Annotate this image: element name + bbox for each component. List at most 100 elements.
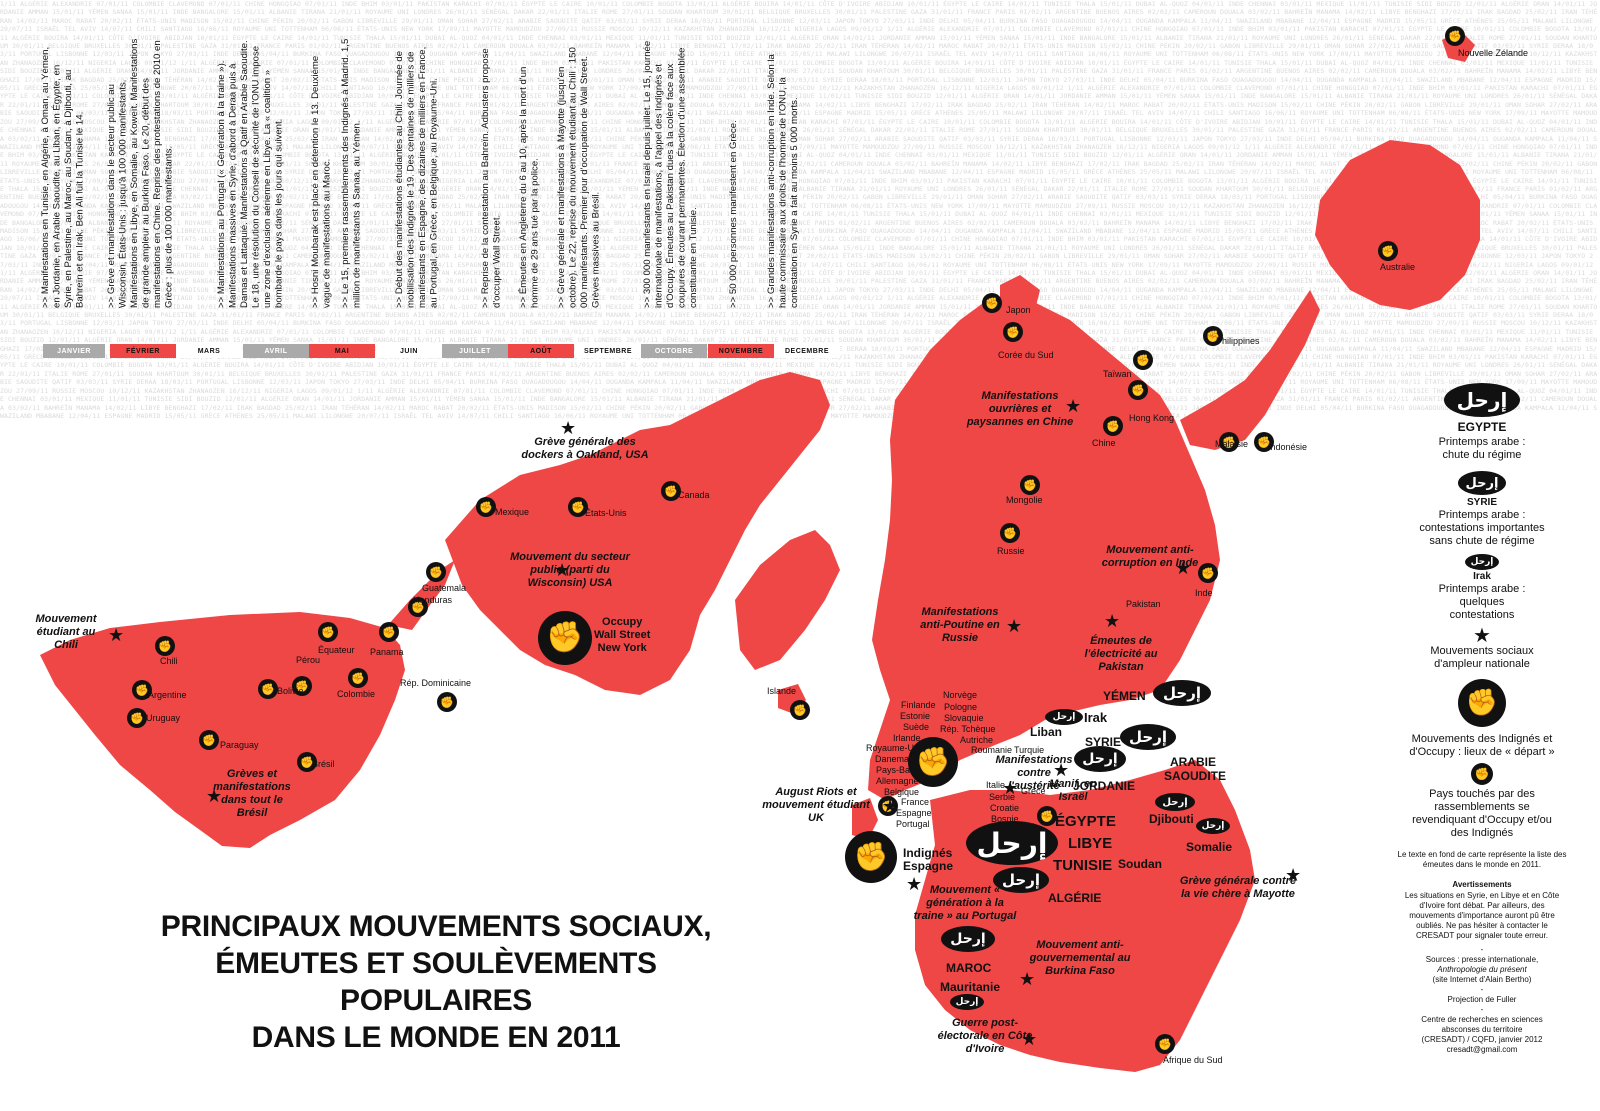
fist-icon: ✊ bbox=[408, 597, 428, 617]
fist-icon: ✊ bbox=[1128, 380, 1148, 400]
country-label: Colombie bbox=[337, 689, 376, 699]
country-big-label: TUNISIE bbox=[1053, 857, 1113, 874]
land-uk bbox=[852, 798, 878, 840]
legend-star-desc: Mouvements sociaux d'ampleur nationale bbox=[1430, 645, 1534, 670]
fist-icon: ✊ bbox=[379, 622, 399, 642]
fist-icon: ✊ bbox=[1037, 806, 1057, 826]
timeline-entry-decembre: >> Grandes manifestations anti-corruptio… bbox=[766, 54, 800, 308]
timeline-entry-aout: >> Émeutes en Angleterre du 6 au 10, apr… bbox=[518, 66, 541, 308]
legend-star-icon: ★ bbox=[1473, 623, 1491, 647]
fist-icon: ✊ bbox=[426, 562, 446, 582]
fist-icon: ✊ bbox=[1000, 523, 1020, 543]
occupy-line-1: Occupy bbox=[602, 616, 643, 628]
country-label: Pérou bbox=[296, 655, 321, 665]
country-big-label: SYRIE bbox=[1085, 735, 1122, 749]
fist-icon: ✊ bbox=[318, 622, 338, 642]
country-label: Bolivie bbox=[277, 686, 304, 696]
movement-label: August Riots et mouvement étudiant UK bbox=[762, 786, 870, 824]
irhal-badge: إرحل bbox=[1120, 724, 1176, 750]
legend-indignes-desc: Mouvements des Indignés et d'Occupy : li… bbox=[1409, 733, 1555, 758]
country-label: Chine bbox=[1092, 438, 1116, 448]
movement-label: Grèves et manifestations dans tout le Br… bbox=[213, 768, 291, 819]
country-label: Royaume-Uni bbox=[866, 743, 922, 753]
country-big-label: Djibouti bbox=[1149, 812, 1194, 826]
country-big-label: Mauritanie bbox=[940, 980, 1001, 994]
country-label: Grèce bbox=[1021, 786, 1046, 796]
country-label: Uruguay bbox=[146, 713, 181, 723]
legend-credit-c: cresadt@gmail.com bbox=[1446, 1045, 1518, 1054]
movement-star-icon: ★ bbox=[1053, 760, 1070, 781]
movement-star-icon: ★ bbox=[1285, 865, 1302, 886]
country-label: Inde bbox=[1195, 588, 1213, 598]
fist-icon: ✊ bbox=[348, 668, 368, 688]
legend: إرحل EGYPTE Printemps arabe : chute du r… bbox=[1394, 383, 1570, 1055]
land-australia bbox=[1315, 140, 1480, 310]
movement-star-icon: ★ bbox=[1065, 396, 1082, 417]
land-north-america bbox=[445, 372, 830, 695]
legend-sources-b: Anthropologie du présent bbox=[1437, 965, 1527, 974]
country-label: Pays-Bas bbox=[876, 765, 915, 775]
legend-projection: Projection de Fuller bbox=[1447, 995, 1517, 1004]
fist-icon: ✊ bbox=[292, 676, 312, 696]
fist-icon: ✊ bbox=[1103, 416, 1123, 436]
map-title: PRINCIPAUX MOUVEMENTS SOCIAUX, ÉMEUTES E… bbox=[116, 908, 756, 1056]
country-label: Guatemala bbox=[422, 583, 467, 593]
legend-note: Le texte en fond de carte représente la … bbox=[1397, 850, 1567, 869]
irhal-badge: إرحل bbox=[966, 821, 1058, 865]
timeline-entry-juillet: >> Reprise de la contestation au Bahreïn… bbox=[480, 48, 503, 308]
month-mai: MAI bbox=[309, 344, 375, 358]
legend-sources-c: (site Internet d'Alain Bertho) bbox=[1432, 975, 1532, 984]
country-label: Hong Kong bbox=[1129, 413, 1175, 423]
movement-label: Manifestations ouvrières et paysannes en… bbox=[966, 390, 1074, 428]
country-big-label: SAOUDITE bbox=[1164, 769, 1227, 783]
country-label: Pakistan bbox=[1126, 599, 1161, 609]
fist-icon: ✊ bbox=[1445, 26, 1465, 46]
movement-label: Manif. en Israël bbox=[1049, 778, 1097, 803]
legend-dash-1: - bbox=[1480, 945, 1484, 954]
legend-warn-text: Les situations en Syrie, en Libye et en … bbox=[1404, 891, 1560, 940]
land-se-asia bbox=[1180, 290, 1320, 450]
fist-icon: ✊ bbox=[297, 752, 317, 772]
timeline-entry-janvier: >> Manifestations en Tunisie, en Algérie… bbox=[40, 46, 86, 308]
country-label: Allemagne bbox=[876, 776, 919, 786]
fist-icon: ✊ bbox=[437, 692, 457, 712]
country-label: Argentine bbox=[148, 690, 187, 700]
fist-icon: ✊ bbox=[1155, 1034, 1175, 1054]
month-fevrier: FÉVRIER bbox=[110, 344, 176, 358]
title-line-1: PRINCIPAUX MOUVEMENTS SOCIAUX, bbox=[160, 910, 712, 943]
country-label: Australie bbox=[1380, 262, 1416, 272]
legend-warn-title: Avertissements bbox=[1452, 880, 1512, 889]
timeline-entry-septembre: >> Grève générale et manifestations à Ma… bbox=[556, 47, 602, 308]
country-label: Panama bbox=[370, 647, 404, 657]
country-label: Croatie bbox=[990, 803, 1020, 813]
fist-icon: ✊ bbox=[1378, 241, 1398, 261]
fist-icon: ✊ bbox=[1254, 432, 1274, 452]
country-big-label: LIBYE bbox=[1068, 835, 1113, 852]
country-label: Suède bbox=[903, 722, 930, 732]
country-label: Chili bbox=[160, 656, 178, 666]
country-label: États-Unis bbox=[585, 508, 627, 518]
timeline-entry-fevrier: >> Grève et manifestations dans le secte… bbox=[106, 38, 175, 308]
irhal-badge: إرحل bbox=[1196, 818, 1230, 834]
country-label: Équateur bbox=[318, 645, 355, 655]
month-novembre: NOVEMBRE bbox=[708, 344, 774, 358]
country-label: Japon bbox=[1006, 305, 1031, 315]
country-label: Slovaquie bbox=[944, 713, 984, 723]
country-big-label: JORDANIE bbox=[1073, 779, 1136, 793]
title-line-2: ÉMEUTES ET SOULÈVEMENTS POPULAIRES bbox=[215, 947, 657, 1017]
fist-icon: ✊ bbox=[982, 293, 1002, 313]
fist-icon: ✊ bbox=[1020, 475, 1040, 495]
country-label: Danemark bbox=[875, 754, 917, 764]
country-label: Russie bbox=[997, 546, 1025, 556]
indignes-europe-fist-icon: ✊ bbox=[908, 737, 958, 787]
movement-star-icon: ★ bbox=[554, 560, 571, 581]
land-south-america bbox=[40, 612, 405, 848]
month-janvier: JANVIER bbox=[43, 344, 105, 358]
fist-icon: ✊ bbox=[199, 730, 219, 750]
movement-label: Manifestations contre l'austérité bbox=[995, 754, 1073, 792]
legend-big-fist-icon: ✊ bbox=[1458, 679, 1506, 727]
legend-credit-b: (CRESADT) / CQFD, janvier 2012 bbox=[1421, 1035, 1543, 1044]
country-big-label: ÉGYPTE bbox=[1055, 813, 1116, 830]
country-label: Pologne bbox=[944, 702, 978, 712]
month-juin: JUIN bbox=[376, 344, 442, 358]
